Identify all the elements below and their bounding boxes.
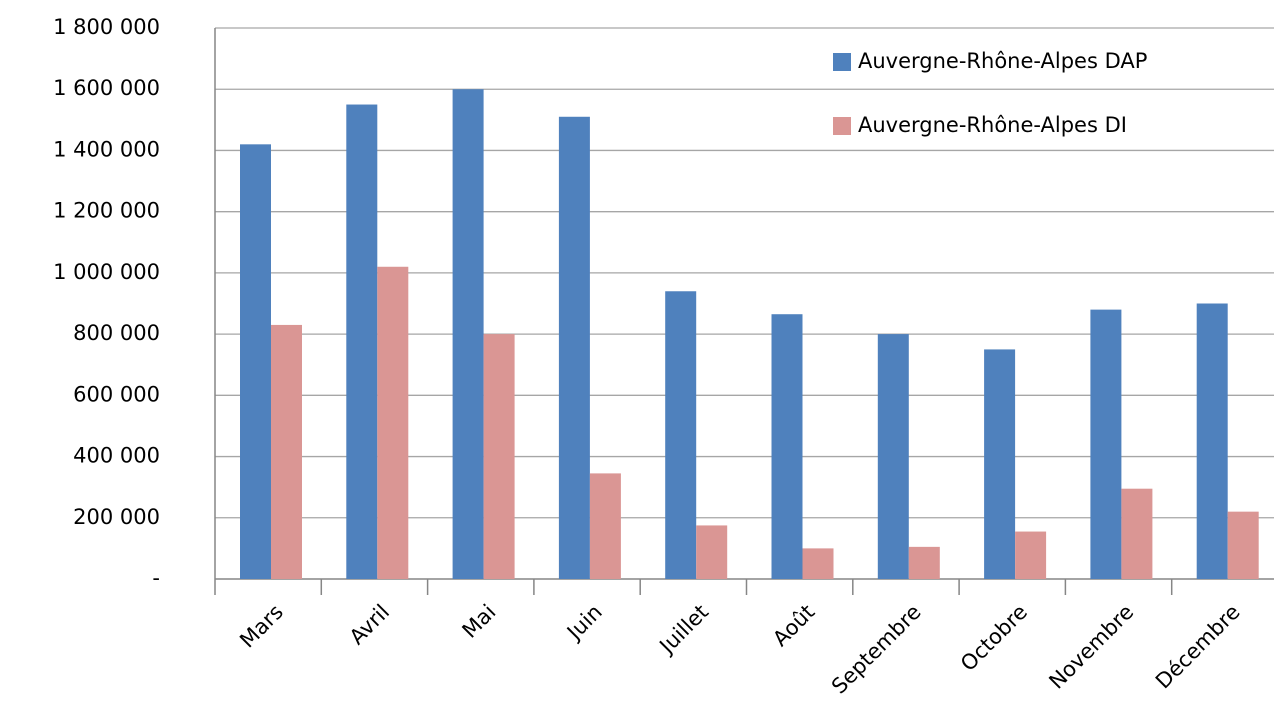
bar [877, 334, 909, 579]
x-tick-label: Novembre [1044, 600, 1138, 694]
x-tick-label: Décembre [1151, 600, 1245, 694]
y-tick-label: 400 000 [73, 444, 160, 468]
y-tick-label: 1 800 000 [53, 15, 160, 39]
bar [1015, 531, 1047, 579]
bar [377, 266, 409, 579]
bar [271, 324, 302, 579]
legend-swatch [833, 53, 851, 71]
bar [696, 525, 728, 579]
bar [346, 104, 378, 580]
y-tick-label: 800 000 [73, 321, 160, 345]
bar [1121, 488, 1153, 579]
bar [483, 334, 515, 579]
x-tick-label: Juin [561, 600, 607, 646]
bar [558, 116, 590, 580]
x-tick-label: Août [768, 600, 819, 651]
bar [1090, 309, 1122, 579]
bar [908, 546, 940, 579]
y-tick-label: 200 000 [73, 505, 160, 529]
legend-swatch [833, 117, 851, 135]
y-tick-label: - [152, 566, 160, 590]
bar [771, 314, 803, 579]
legend-label: Auvergne-Rhône-Alpes DAP [858, 49, 1147, 73]
x-tick-label: Avril [345, 600, 394, 649]
bar [665, 291, 697, 579]
bar [984, 349, 1016, 579]
bar [240, 144, 271, 580]
x-tick-label: Octobre [956, 600, 1032, 676]
bar [452, 89, 484, 579]
y-tick-label: 1 400 000 [53, 137, 160, 161]
legend-label: Auvergne-Rhône-Alpes DI [858, 113, 1127, 137]
bar [802, 548, 834, 579]
y-tick-label: 1 600 000 [53, 76, 160, 100]
x-tick-label: Septembre [827, 600, 926, 699]
y-tick-label: 1 200 000 [53, 199, 160, 223]
bar [589, 473, 621, 579]
y-tick-label: 600 000 [73, 382, 160, 406]
bar [1227, 511, 1259, 579]
y-tick-label: 1 000 000 [53, 260, 160, 284]
x-tick-label: Juillet [654, 600, 714, 660]
x-tick-label: Mai [458, 600, 501, 643]
x-tick-label: Mars [235, 600, 288, 653]
bar [1196, 303, 1228, 579]
